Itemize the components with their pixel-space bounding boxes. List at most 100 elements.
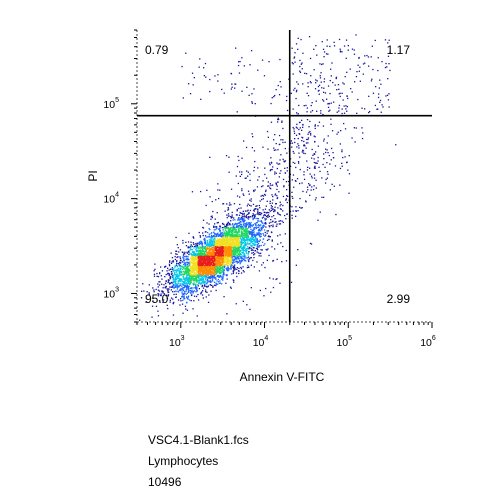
event-dot [163, 293, 165, 295]
event-dot [177, 291, 180, 293]
event-dot [326, 149, 328, 151]
event-dot [153, 273, 156, 275]
event-dot [317, 160, 319, 162]
event-dot [259, 200, 261, 202]
event-dot [193, 251, 195, 253]
event-dot [262, 195, 265, 197]
event-dot [274, 221, 276, 223]
event-dot [274, 94, 276, 97]
event-dot [207, 266, 210, 268]
event-dot [207, 271, 210, 274]
event-dot [216, 235, 218, 237]
event-dot [208, 277, 210, 279]
event-dot [196, 261, 198, 263]
event-dot [265, 287, 267, 290]
event-dot [193, 259, 195, 261]
event-dot [262, 216, 265, 218]
event-dot [325, 178, 327, 181]
event-dot [315, 151, 317, 153]
event-dot [223, 223, 225, 225]
event-dot [289, 210, 292, 213]
event-dot [199, 264, 202, 266]
event-dot [202, 234, 204, 237]
event-dot [295, 91, 298, 93]
event-dot [220, 253, 222, 255]
event-dot [228, 215, 230, 217]
event-dot [226, 232, 228, 235]
event-dot [192, 252, 195, 254]
event-dot [224, 226, 227, 228]
event-dot [322, 63, 324, 65]
event-dot [191, 267, 193, 269]
event-dot [284, 147, 286, 150]
event-dot [176, 261, 178, 263]
event-dot [284, 172, 286, 174]
event-dot [343, 112, 346, 114]
event-dot [177, 280, 179, 282]
event-dot [238, 244, 241, 246]
event-dot [235, 230, 237, 232]
event-dot [247, 236, 250, 238]
event-dot [386, 94, 389, 96]
event-dot [172, 274, 174, 277]
event-dot [283, 185, 285, 187]
event-dot [285, 199, 287, 201]
event-dot [235, 236, 237, 239]
event-dot [219, 250, 221, 252]
event-dot [224, 259, 226, 261]
event-dot [193, 261, 195, 263]
event-dot [223, 244, 225, 246]
event-dot [182, 299, 184, 302]
event-dot [227, 243, 229, 246]
event-dot [215, 227, 218, 229]
event-dot [265, 218, 267, 220]
event-dot [162, 301, 164, 303]
event-dot [223, 240, 226, 242]
event-dot [243, 255, 246, 258]
event-dot [232, 254, 234, 257]
event-dot [236, 214, 238, 216]
event-dot [317, 156, 319, 159]
event-dot [202, 254, 204, 256]
event-dot [203, 284, 206, 286]
event-dot [197, 246, 199, 248]
event-dot [179, 262, 182, 264]
event-dot [165, 273, 167, 276]
event-dot [226, 274, 228, 277]
event-dot [244, 239, 246, 241]
event-dot [238, 253, 241, 256]
event-dot [333, 185, 335, 187]
event-dot [180, 265, 182, 268]
event-dot [173, 291, 175, 293]
event-dot [175, 236, 177, 239]
event-dot [253, 266, 255, 268]
event-dot [206, 270, 208, 272]
event-dot [266, 249, 268, 251]
event-dot [262, 209, 264, 211]
event-dot [219, 263, 221, 265]
event-dot [208, 281, 210, 283]
event-dot [206, 243, 208, 245]
event-dot [196, 256, 199, 258]
event-dot [245, 250, 247, 252]
event-dot [236, 268, 238, 271]
event-dot [219, 270, 221, 273]
event-dot [181, 285, 183, 287]
event-dot [239, 253, 241, 256]
event-dot [237, 231, 239, 233]
event-dot [171, 281, 173, 284]
event-dot [219, 234, 221, 236]
event-dot [253, 228, 255, 230]
event-dot [326, 177, 328, 179]
event-dot [307, 137, 310, 139]
event-dot [250, 198, 252, 200]
event-dot [186, 286, 188, 288]
event-dot [175, 283, 177, 285]
event-dot [299, 65, 301, 68]
event-dot [210, 270, 212, 273]
event-dot [204, 275, 206, 277]
event-dot [368, 95, 370, 97]
event-dot [221, 270, 223, 273]
event-dot [361, 137, 364, 140]
event-dot [213, 271, 216, 273]
